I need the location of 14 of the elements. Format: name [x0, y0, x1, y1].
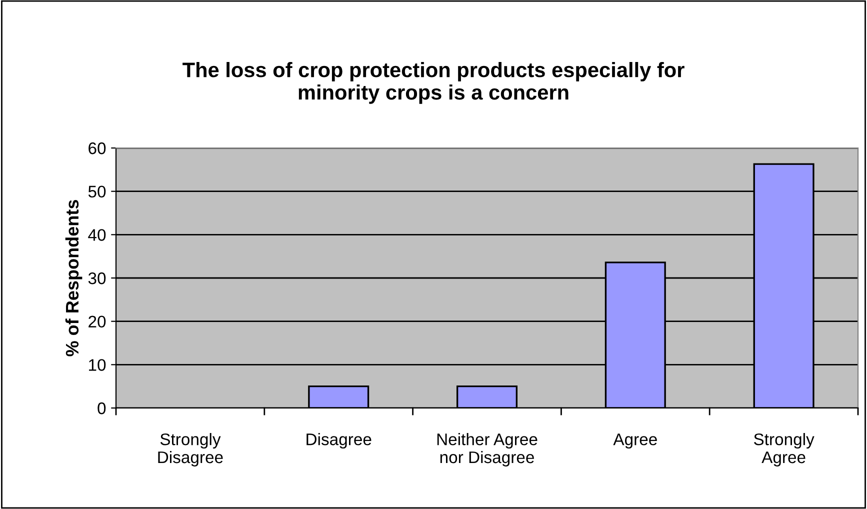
y-tick-label: 0 [98, 402, 106, 414]
y-tick-label: 30 [88, 272, 106, 284]
y-tick-label: 20 [88, 316, 106, 328]
x-tick-label: Neither Agree nor Disagree [437, 433, 538, 466]
y-tick-label: 60 [88, 142, 106, 154]
x-tick-label: Agree [613, 434, 657, 449]
x-tick-label: Disagree [306, 433, 372, 449]
chart-title: The loss of crop protection products especially for minority crops is a concern [182, 62, 684, 104]
y-tick-label: 10 [89, 359, 106, 371]
y-tick-label: 50 [88, 186, 106, 198]
y-axis-title: % of Respondents [65, 200, 82, 356]
x-tick-label: Strongly Agree [754, 433, 814, 466]
x-tick-label: Strongly Disagree [158, 433, 223, 466]
y-tick-label: 40 [88, 229, 106, 241]
